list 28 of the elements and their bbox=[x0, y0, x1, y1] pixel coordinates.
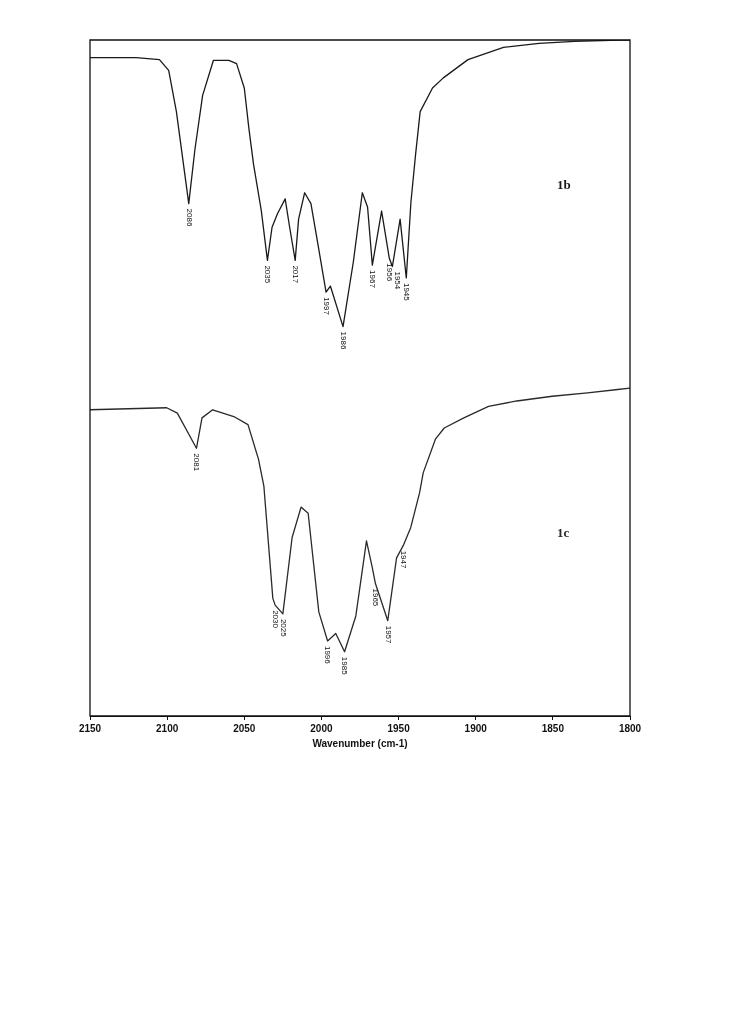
text: 1c bbox=[557, 524, 570, 540]
x-tick-label: 2000 bbox=[310, 722, 333, 734]
annotation: 2030 bbox=[270, 610, 280, 629]
annotation: 1985 bbox=[340, 656, 350, 676]
annotation: 2035 bbox=[263, 265, 273, 284]
annotation: 1956 bbox=[385, 263, 395, 282]
x-tick-label: 1950 bbox=[387, 722, 411, 734]
x-tick-label: 2100 bbox=[156, 722, 179, 734]
annotation: 1967 bbox=[368, 270, 378, 289]
x-axis-title: Wavenumber (cm-1) bbox=[312, 737, 408, 749]
x-tick-label: 1850 bbox=[541, 722, 565, 734]
annotation: 1957 bbox=[383, 625, 393, 645]
text: 1b bbox=[557, 176, 571, 192]
annotation: 1965 bbox=[371, 588, 381, 607]
annotation: 1947 bbox=[399, 550, 408, 569]
x-tick-label: 1800 bbox=[618, 722, 642, 734]
annotation: 1997 bbox=[321, 297, 331, 316]
annotation: 2086 bbox=[184, 208, 194, 227]
x-tick-label: 2150 bbox=[78, 722, 102, 734]
annotation: 1945 bbox=[402, 282, 412, 302]
x-tick-label: 1900 bbox=[464, 722, 488, 734]
annotation: 2081 bbox=[192, 453, 202, 472]
annotation: 1996 bbox=[323, 645, 333, 665]
annotation: 2025 bbox=[278, 618, 288, 638]
annotation: 2017 bbox=[291, 265, 300, 284]
x-tick-label: 2050 bbox=[233, 722, 256, 734]
annotation: 1986 bbox=[338, 331, 348, 350]
annotation: 1954 bbox=[393, 271, 403, 290]
